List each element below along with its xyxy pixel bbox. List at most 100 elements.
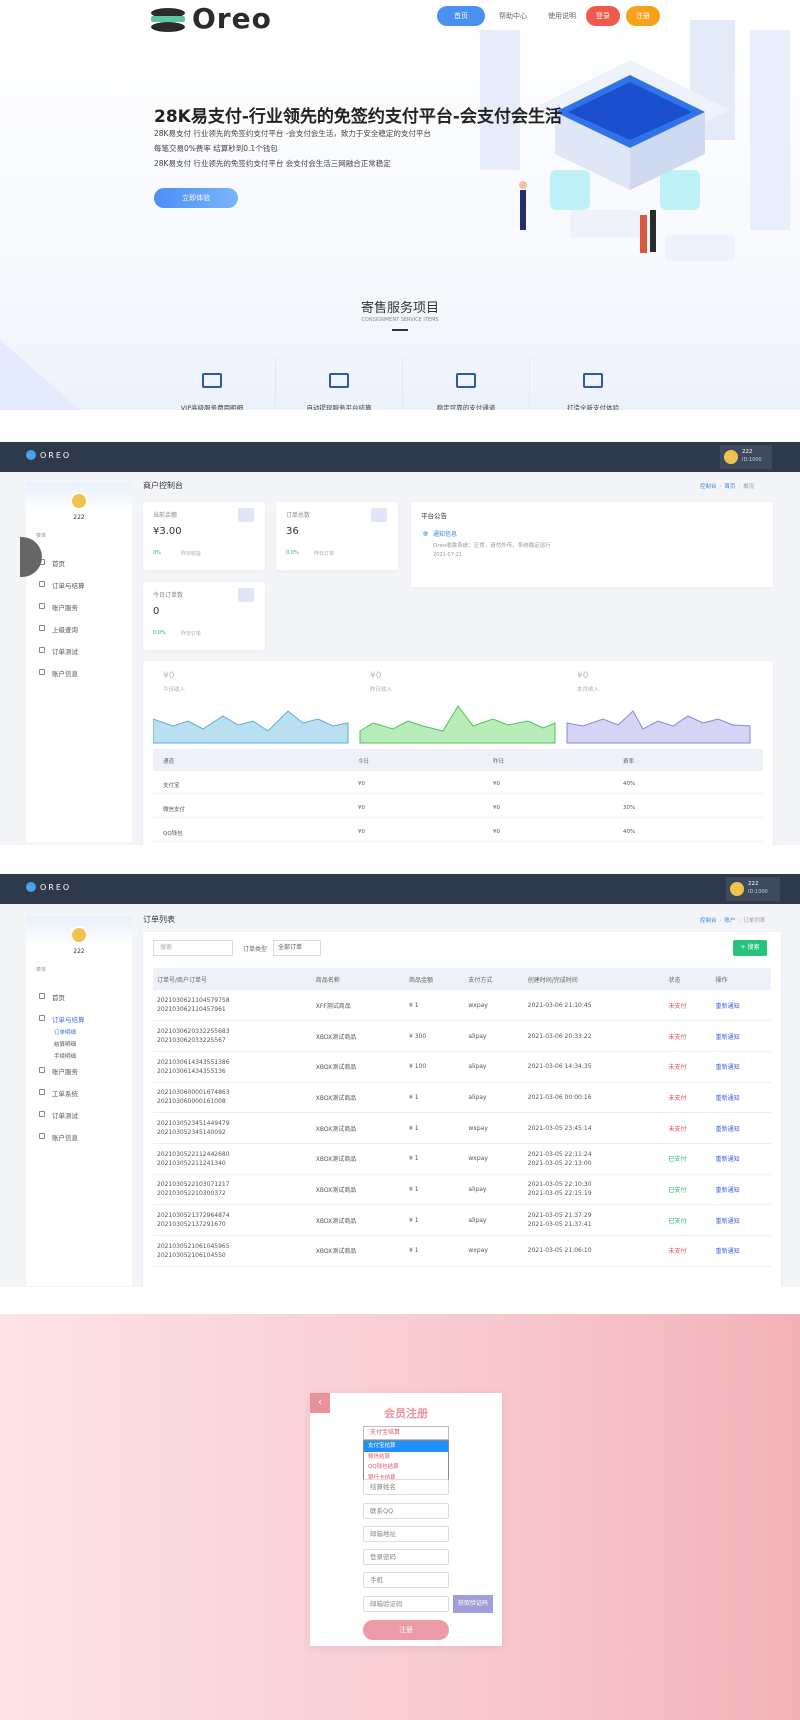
menu-item[interactable]: 账户信息 [52,1134,78,1142]
menu-item[interactable]: 工单系统 [52,1090,78,1098]
table-header: 商品名称 [315,976,340,984]
breadcrumb-item[interactable]: 控制台 [700,918,717,924]
method: wxpay [468,1001,488,1009]
option[interactable]: 支付宝结算 [364,1441,448,1452]
feature-label: 稳定可靠的支付通道 [436,404,496,410]
order-no: 2021030614343551386 202103061434355136 [153,1051,312,1082]
breadcrumb-item[interactable]: 概况 [743,484,755,490]
order-no-main: 2021030620332255683 [157,1028,230,1036]
action[interactable]: 重新通知 [715,1064,740,1072]
nav-item[interactable]: 帮助中心 [499,12,527,20]
feature-label: VIP高级服务费用明细 [180,404,244,410]
input-field[interactable]: 手机 [363,1572,449,1588]
option[interactable]: 微信结算 [368,1453,391,1460]
feature-icon [329,373,349,388]
submit-button[interactable]: 注册 [363,1620,449,1640]
table-cell: 40% [623,781,636,787]
search-button[interactable]: + 搜索 [733,940,767,956]
user-box[interactable]: 222 ID:1000 [726,877,780,901]
amount: ¥ 1 [409,1155,419,1163]
order-time-sub: 2021-03-05 22:13:00 [527,1159,592,1167]
status: 未支付 [668,1094,687,1102]
stat-value: ¥0 [577,671,589,681]
breadcrumb-item[interactable]: 账户 [724,918,736,924]
order-row: 2021030522103071217 202103052210300372 XBO… [153,1174,771,1205]
menu-item[interactable]: 订单与结算 [52,1016,85,1024]
product: XBOX测试商品 [315,1248,357,1256]
menu-item[interactable]: 订单与结算 [52,582,85,590]
back-button[interactable]: ‹ [310,1393,330,1413]
nav-item[interactable]: 首页 [437,6,485,26]
menu-item[interactable]: 账户服务 [52,604,78,612]
menu-icon [39,603,45,609]
order-no-main: 2021030522112442680 [157,1150,230,1158]
action[interactable]: 重新通知 [715,1248,740,1256]
option[interactable]: 银行卡结算 [368,1474,396,1481]
order-no-sub: 202103052137291670 [157,1221,226,1229]
menu-item[interactable]: 订单测试 [52,648,78,656]
nav-item[interactable]: 登录 [586,6,620,26]
menu-item[interactable]: 首页 [52,994,65,1002]
action[interactable]: 重新通知 [715,1002,740,1010]
order-no: 2021030523451449479 202103052345140092 [153,1113,312,1144]
nav-item[interactable]: 使用说明 [548,12,576,20]
feature-label: 自动提现服务平台结算 [306,404,372,410]
menu-item[interactable]: 账户信息 [52,670,78,678]
action[interactable]: 重新通知 [715,1125,740,1133]
card-icon [371,508,387,522]
side-toggle[interactable] [20,537,42,577]
stats-panel: ¥0 今日收入 ¥0 昨日收入 ¥0 本月收入 通道 今日 昨日 费率 支付宝 ¥0 ¥0 40% 微信支付… [143,661,773,845]
notice-item[interactable]: 通知信息 [433,531,458,538]
feature-divider [275,358,276,410]
input-field[interactable]: 登录密码 [363,1549,449,1565]
breadcrumb-item[interactable]: 控制台 [700,484,717,490]
amount: ¥ 1 [409,1216,419,1224]
action[interactable]: 重新通知 [715,1156,740,1164]
submenu-item[interactable]: 结算明细 [54,1042,77,1048]
nav-item[interactable]: 注册 [626,6,660,26]
menu-item[interactable]: 上级查询 [52,626,78,634]
section-subtitle: CONSIGNMENT SERVICE ITEMS [361,317,439,323]
filter-select[interactable]: 全部订单 [273,940,321,956]
input-field[interactable]: 联系QQ [363,1503,449,1519]
input-field[interactable]: 邮箱验证码 [363,1596,449,1612]
order-time-main: 2021-03-05 21:06:10 [527,1247,592,1255]
order-row: 2021030620332255683 202103062033225567 XBO… [153,1021,771,1052]
action[interactable]: 重新通知 [715,1094,740,1102]
menu-item[interactable]: 账户服务 [52,1068,78,1076]
sidebar-user: 222 [73,514,85,521]
order-no: 2021030522112442680 202103052211241340 [153,1143,312,1174]
action[interactable]: 重新通知 [715,1217,740,1225]
breadcrumb-item[interactable]: 订单列表 [743,918,766,924]
menu-title: 菜单 [36,533,47,539]
submenu-item[interactable]: 订单明细 [54,1030,77,1036]
settle-select[interactable]: 支付宝结算 [363,1426,449,1440]
menu-item[interactable]: 首页 [52,560,65,568]
user-id: ID:1000 [748,889,768,895]
method: alipay [468,1063,487,1071]
brand: OREO [40,883,72,892]
order-row: 2021030621104579758 202103062110457961 XFF… [153,990,771,1021]
order-no-sub: 202103060000161008 [157,1098,226,1106]
user-box[interactable]: 222 ID:1000 [720,445,772,469]
breadcrumb-item[interactable]: 首页 [724,484,736,490]
order-no-sub: 202103052106104550 [157,1251,226,1259]
menu-item[interactable]: 订单测试 [52,1112,78,1120]
page-title: 订单列表 [143,915,175,924]
search-input[interactable]: 搜索 [153,940,233,956]
submenu-item[interactable]: 手续明细 [54,1054,77,1060]
hero-button[interactable]: 立即体验 [154,188,238,208]
card-icon [238,508,254,522]
table-cell: 支付宝 [163,783,180,789]
input-field[interactable]: 结算姓名 [363,1479,449,1495]
amount: ¥ 1 [409,1001,419,1009]
input-field[interactable]: 邮箱地址 [363,1526,449,1542]
order-time: 2021-03-06 14:34:35 [524,1051,665,1082]
code-button[interactable]: 获取验证码 [453,1595,493,1613]
method: alipay [468,1216,487,1224]
option[interactable]: QQ钱包结算 [368,1464,399,1470]
menu-icon [39,581,45,587]
order-no-sub: 202103062110457961 [157,1006,226,1014]
action[interactable]: 重新通知 [715,1033,740,1041]
action[interactable]: 重新通知 [715,1186,740,1194]
